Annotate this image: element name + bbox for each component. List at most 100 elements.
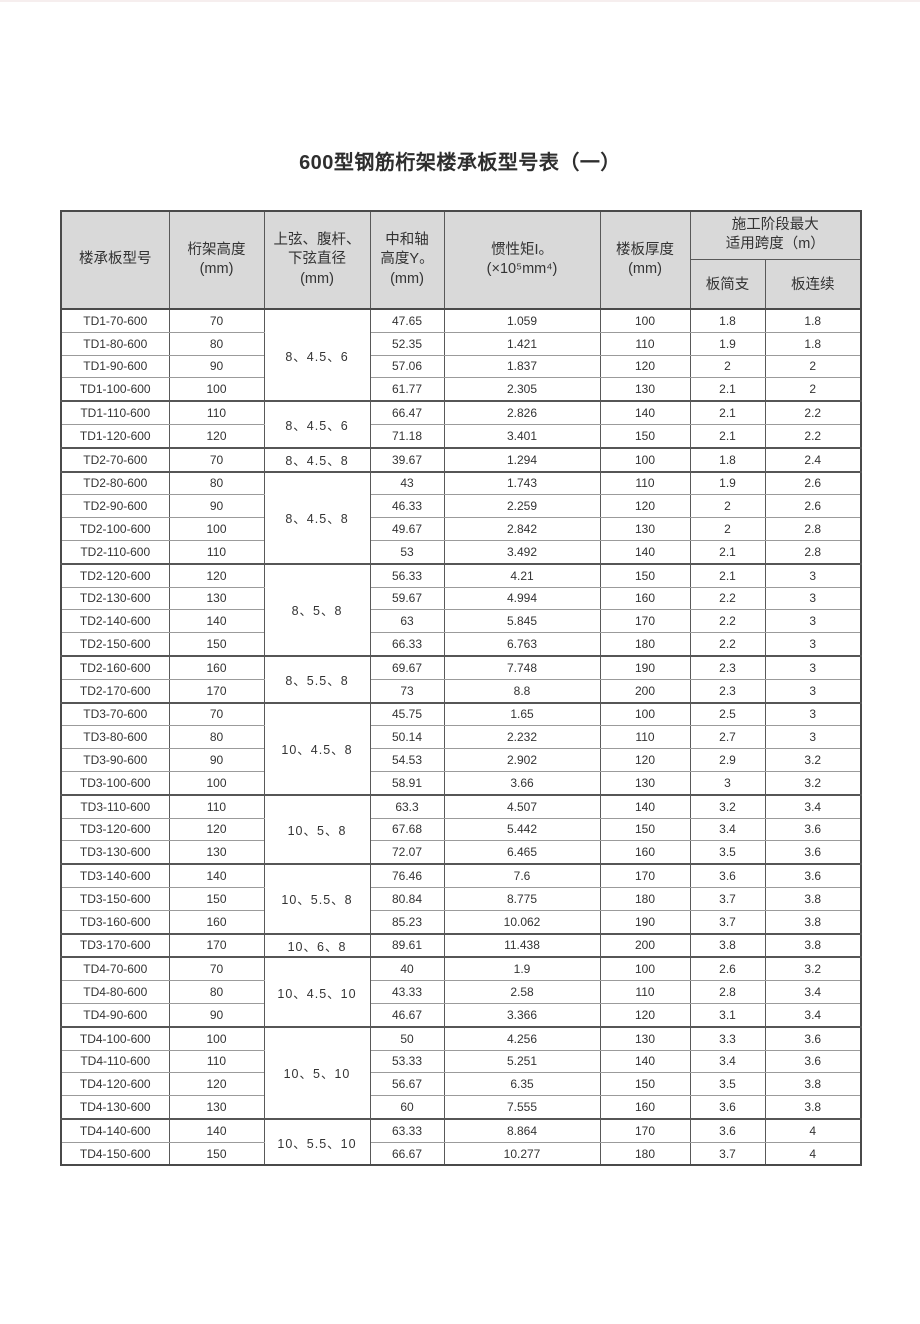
cell-span-simple: 2.2 (689, 632, 766, 657)
cell-neutral-axis: 85.23 (369, 909, 445, 935)
cell-model: TD4-130-600 (60, 1095, 170, 1120)
cell-model: TD3-80-600 (60, 725, 170, 750)
cell-truss-height: 160 (168, 654, 265, 680)
table-row: TD2-160-600 160 8、5.5、8 69.67 7.748 190 2.3 3 (60, 654, 862, 704)
cell-span-continuous: 3.8 (764, 932, 862, 958)
cell-model: TD1-100-600 (60, 377, 170, 402)
cell-model: TD1-80-600 (60, 331, 170, 356)
cell-slab-thickness: 160 (599, 586, 691, 611)
table-row: TD2-170-600 170 73 8.8 200 2.3 3 (60, 678, 862, 704)
cell-truss-height: 70 (168, 446, 265, 473)
cell-slab-thickness: 130 (599, 770, 691, 796)
cell-inertia: 8.864 (443, 1117, 601, 1143)
cell-truss-height: 130 (168, 586, 265, 611)
cell-slab-thickness: 120 (599, 354, 691, 379)
table-row: TD3-160-600 160 85.23 10.062 190 3.7 3.8 (60, 909, 862, 935)
cell-inertia: 6.465 (443, 840, 601, 865)
cell-slab-thickness: 110 (599, 725, 691, 750)
cell-slab-thickness: 160 (599, 840, 691, 865)
cell-truss-height: 70 (168, 701, 265, 727)
cell-model: TD4-90-600 (60, 1002, 170, 1028)
header-slab-thickness: 楼板厚度 (mm) (599, 210, 691, 310)
cell-slab-thickness: 140 (599, 1049, 691, 1074)
cell-slab-thickness: 120 (599, 748, 691, 772)
cell-span-simple: 1.9 (689, 470, 766, 496)
table-row: TD3-150-600 150 80.84 8.775 180 3.7 3.8 (60, 886, 862, 911)
cell-diameter: 10、4.5、10 (263, 956, 371, 1028)
cell-neutral-axis: 69.67 (369, 654, 445, 680)
cell-span-continuous: 3 (764, 609, 862, 634)
cell-truss-height: 100 (168, 1025, 265, 1051)
cell-span-simple: 2.8 (689, 980, 766, 1004)
cell-slab-thickness: 130 (599, 377, 691, 402)
header-line: (mm) (199, 261, 234, 277)
cell-span-simple: 3.2 (689, 793, 766, 819)
cell-span-simple: 2.2 (689, 586, 766, 611)
cell-span-continuous: 3.6 (764, 840, 862, 865)
cell-truss-height: 110 (168, 793, 265, 819)
table-row: TD4-110-600 110 53.33 5.251 140 3.4 3.6 (60, 1049, 862, 1074)
table-row: TD3-130-600 130 72.07 6.465 160 3.5 3.6 (60, 840, 862, 865)
table-row: TD2-70-600 70 8、4.5、8 39.67 1.294 100 1.8 2.4 (60, 446, 862, 473)
cell-diameter: 10、5.5、10 (263, 1117, 371, 1166)
cell-inertia: 6.763 (443, 632, 601, 657)
cell-truss-height: 90 (168, 748, 265, 772)
cell-neutral-axis: 53.33 (369, 1049, 445, 1074)
cell-model: TD2-110-600 (60, 539, 170, 565)
cell-truss-height: 80 (168, 725, 265, 750)
table-row: TD1-70-600 70 8、4.5、6 47.65 1.059 100 1.8 1.8 (60, 307, 862, 402)
cell-span-simple: 2.9 (689, 748, 766, 772)
cell-truss-height: 120 (168, 1072, 265, 1097)
cell-model: TD3-170-600 (60, 932, 170, 958)
cell-truss-height: 80 (168, 331, 265, 356)
cell-span-continuous: 1.8 (764, 331, 862, 356)
cell-diameter: 8、5.5、8 (263, 654, 371, 704)
table-row: TD1-110-600 110 8、4.5、6 66.47 2.826 140 2.1 2.2 (60, 400, 862, 449)
table-row: TD4-70-600 70 10、4.5、10 40 1.9 100 2.6 3.2 (60, 956, 862, 1028)
cell-inertia: 1.059 (443, 307, 601, 333)
cell-slab-thickness: 110 (599, 980, 691, 1004)
cell-span-continuous: 3 (764, 586, 862, 611)
cell-inertia: 2.232 (443, 725, 601, 750)
header-line: 施工阶段最大 (731, 217, 819, 234)
cell-span-simple: 2.3 (689, 678, 766, 704)
cell-model: TD3-110-600 (60, 793, 170, 819)
cell-span-continuous: 3.4 (764, 1002, 862, 1028)
cell-neutral-axis: 80.84 (369, 886, 445, 911)
cell-slab-thickness: 190 (599, 654, 691, 680)
table-row: TD4-100-600 100 10、5、10 50 4.256 130 3.3 3.6 (60, 1025, 862, 1120)
cell-model: TD2-120-600 (60, 562, 170, 588)
cell-neutral-axis: 50.14 (369, 725, 445, 750)
cell-slab-thickness: 100 (599, 307, 691, 333)
cell-span-continuous: 3.6 (764, 863, 862, 888)
cell-inertia: 5.251 (443, 1049, 601, 1074)
cell-model: TD3-70-600 (60, 701, 170, 727)
cell-span-simple: 2 (689, 517, 766, 541)
cell-truss-height: 100 (168, 770, 265, 796)
cell-span-simple: 3.6 (689, 1095, 766, 1120)
cell-truss-height: 120 (168, 423, 265, 449)
cell-truss-height: 150 (168, 886, 265, 911)
cell-inertia: 4.994 (443, 586, 601, 611)
cell-span-continuous: 3.2 (764, 770, 862, 796)
cell-neutral-axis: 57.06 (369, 354, 445, 379)
header-span-group: 施工阶段最大 适用跨度（m） (689, 210, 862, 260)
cell-model: TD2-80-600 (60, 470, 170, 496)
cell-truss-height: 170 (168, 932, 265, 958)
cell-neutral-axis: 66.33 (369, 632, 445, 657)
cell-neutral-axis: 43.33 (369, 980, 445, 1004)
cell-truss-height: 110 (168, 400, 265, 425)
cell-neutral-axis: 50 (369, 1025, 445, 1051)
cell-model: TD3-150-600 (60, 886, 170, 911)
cell-span-continuous: 3.4 (764, 793, 862, 819)
cell-model: TD4-120-600 (60, 1072, 170, 1097)
cell-span-simple: 3.1 (689, 1002, 766, 1028)
cell-neutral-axis: 66.47 (369, 400, 445, 425)
table-row: TD3-90-600 90 54.53 2.902 120 2.9 3.2 (60, 748, 862, 772)
header-line: 楼板厚度 (616, 241, 674, 258)
cell-neutral-axis: 52.35 (369, 331, 445, 356)
cell-model: TD4-150-600 (60, 1141, 170, 1166)
cell-inertia: 3.401 (443, 423, 601, 449)
cell-slab-thickness: 150 (599, 562, 691, 588)
cell-span-continuous: 3.8 (764, 909, 862, 935)
